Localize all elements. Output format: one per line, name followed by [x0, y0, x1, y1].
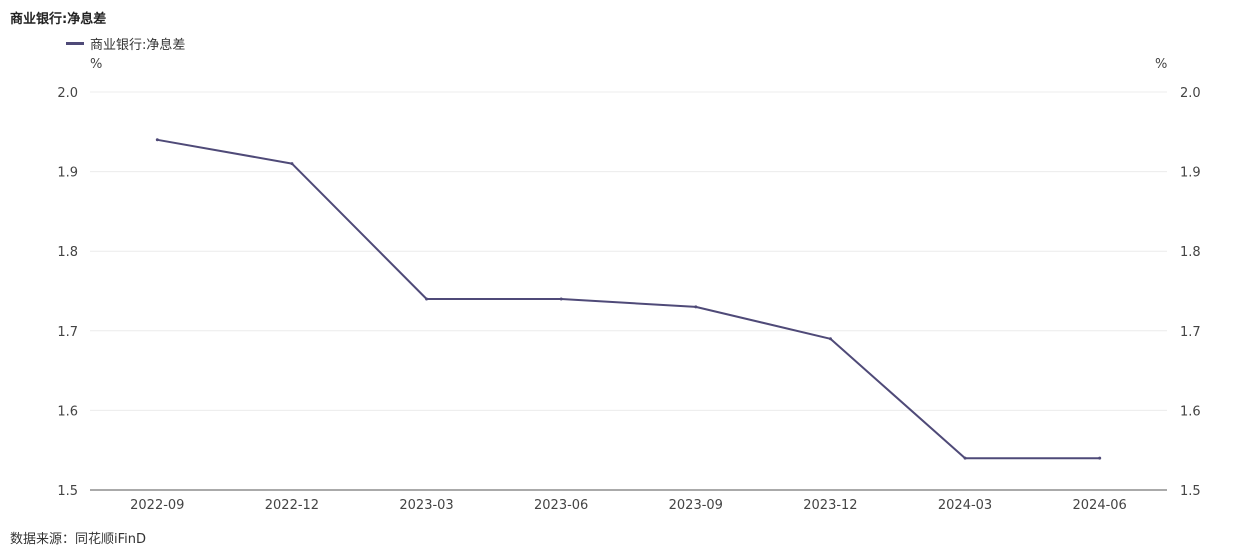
- y-tick-label-right: 1.7: [1180, 325, 1201, 340]
- y-tick-label-left: 1.8: [57, 245, 78, 260]
- x-tick-label: 2023-03: [399, 498, 453, 513]
- series-layer: [155, 138, 1102, 460]
- legend-swatch: [66, 42, 84, 45]
- x-tick-label: 2023-06: [534, 498, 588, 513]
- y-tick-label-left: 1.9: [57, 166, 78, 181]
- x-tick-label: 2024-06: [1073, 498, 1127, 513]
- y-tick-label-right: 1.9: [1180, 166, 1201, 181]
- data-point: [559, 297, 563, 301]
- y-axis-right: 1.5 1.6 1.7 1.8 1.9 2.0: [1180, 86, 1201, 499]
- y-tick-label-left: 1.5: [57, 484, 78, 499]
- y-tick-label-left: 2.0: [57, 86, 78, 101]
- data-point: [425, 297, 429, 301]
- data-point: [963, 456, 967, 460]
- y-tick-label-left: 1.7: [57, 325, 78, 340]
- data-point: [828, 337, 832, 341]
- legend-label: 商业银行:净息差: [90, 38, 186, 53]
- data-point: [290, 162, 294, 166]
- data-point: [1098, 456, 1102, 460]
- chart-title: 商业银行:净息差: [10, 12, 107, 27]
- x-tick-label: 2024-03: [938, 498, 992, 513]
- y-tick-label-left: 1.6: [57, 404, 78, 419]
- data-point: [694, 305, 698, 309]
- x-tick-label: 2023-12: [803, 498, 857, 513]
- x-tick-label: 2022-09: [130, 498, 184, 513]
- y-tick-label-right: 1.8: [1180, 245, 1201, 260]
- x-tick-label: 2023-09: [669, 498, 723, 513]
- x-axis: 2022-09 2022-12 2023-03 2023-06 2023-09 2023-…: [130, 498, 1127, 513]
- y-tick-label-right: 1.5: [1180, 484, 1201, 499]
- data-point: [155, 138, 159, 142]
- x-tick-label: 2022-12: [265, 498, 319, 513]
- y-axis-unit-right: %: [1155, 57, 1168, 72]
- y-axis-unit-left: %: [90, 57, 103, 72]
- grid-lines: [90, 91, 1167, 411]
- series-line: [157, 138, 1100, 460]
- y-tick-label-right: 2.0: [1180, 86, 1201, 101]
- y-axis-left: 1.5 1.6 1.7 1.8 1.9 2.0: [57, 86, 78, 499]
- legend: 商业银行:净息差: [66, 34, 185, 53]
- data-source: 数据来源：同花顺iFinD: [10, 532, 147, 547]
- y-tick-label-right: 1.6: [1180, 404, 1201, 419]
